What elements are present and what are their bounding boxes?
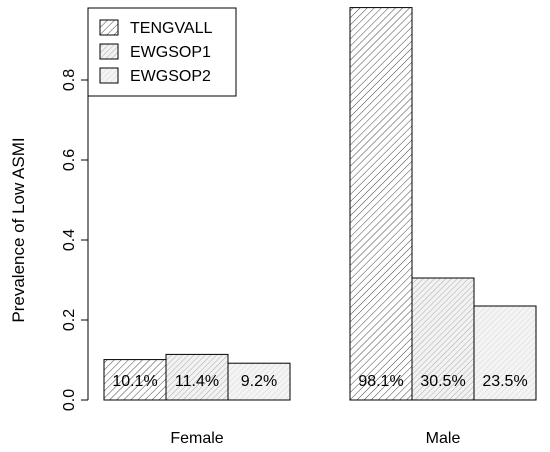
legend-swatch-ewgsop1 <box>99 43 119 60</box>
bar-male-tengvall <box>349 7 413 401</box>
y-tick-label: 0.2 <box>61 309 78 331</box>
bar-male-ewgsop2 <box>473 305 537 401</box>
category-label-female: Female <box>170 430 223 447</box>
legend-swatch-tengvall <box>99 19 119 36</box>
legend-swatch-ewgsop2 <box>99 67 119 84</box>
bar-female-tengvall <box>103 359 167 401</box>
data-label: 10.1% <box>112 373 157 390</box>
y-axis: 0.0 0.2 0.4 0.6 0.8 <box>61 69 89 411</box>
category-label-male: Male <box>426 430 461 447</box>
bars <box>103 7 537 401</box>
data-label: 23.5% <box>482 373 527 390</box>
category-labels: Female Male <box>170 430 460 447</box>
y-tick-label: 0.4 <box>61 229 78 251</box>
data-label: 11.4% <box>175 373 219 390</box>
data-label: 98.1% <box>358 373 403 390</box>
bar-male-ewgsop1 <box>411 277 475 401</box>
bar-labels: 10.1% 11.4% 9.2% 98.1% 30.5% 23.5% <box>112 373 527 390</box>
legend: TENGVALL EWGSOP1 EWGSOP2 <box>87 7 237 97</box>
y-tick-label: 0.6 <box>61 149 78 171</box>
y-tick-label: 0.8 <box>61 69 78 91</box>
data-label: 30.5% <box>420 373 465 390</box>
y-tick-label: 0.0 <box>61 389 78 411</box>
y-axis-label: Prevalence of Low ASMI <box>9 137 28 322</box>
legend-label-ewgsop1: EWGSOP1 <box>130 44 211 61</box>
bar-female-ewgsop2 <box>227 362 291 401</box>
data-label: 9.2% <box>241 373 277 390</box>
legend-label-tengvall: TENGVALL <box>130 20 213 37</box>
legend-label-ewgsop2: EWGSOP2 <box>130 68 211 85</box>
